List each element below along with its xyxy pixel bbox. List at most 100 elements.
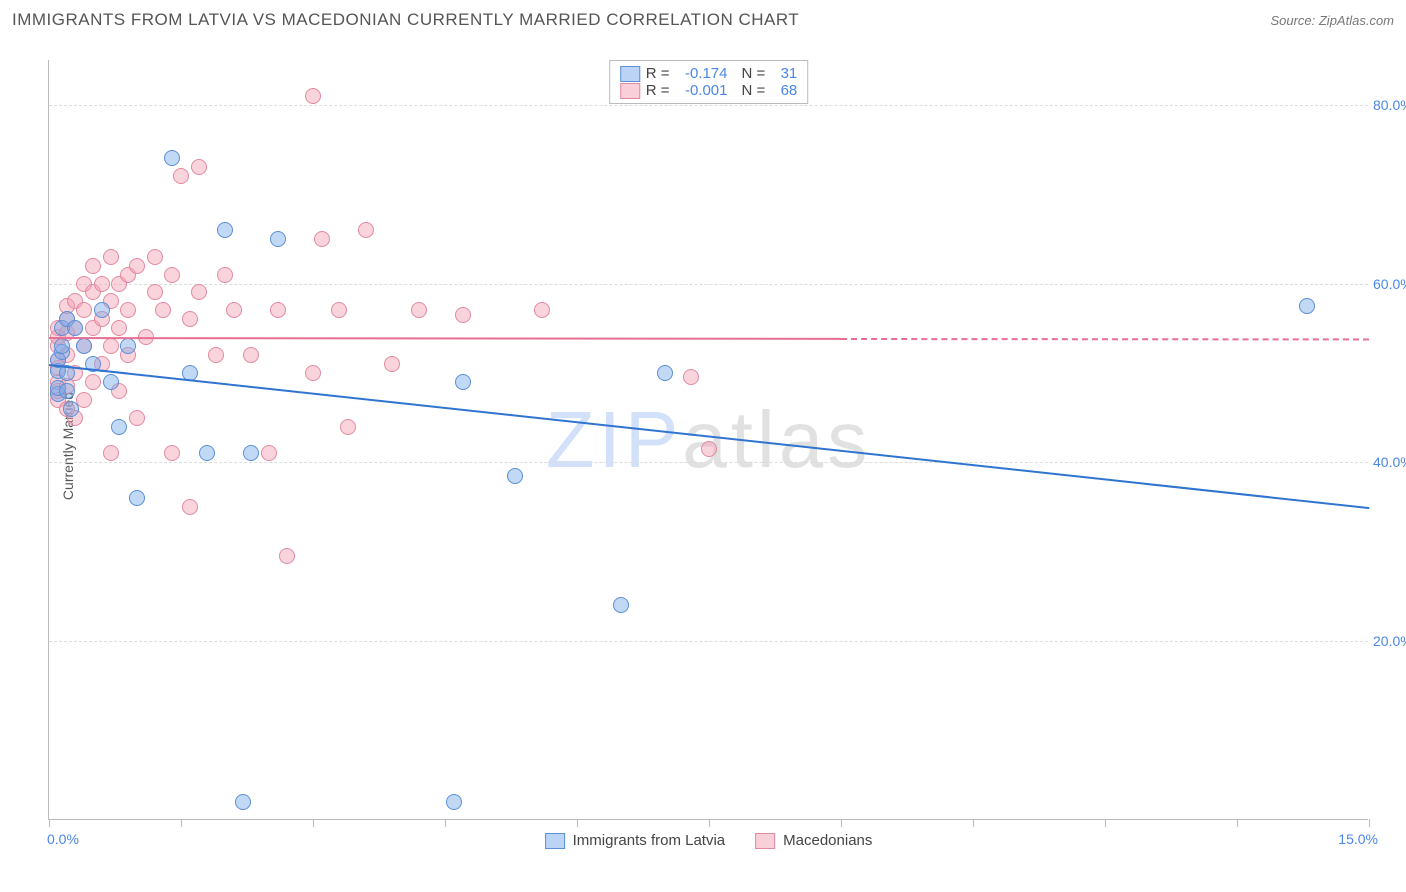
y-tick-label: 40.0% xyxy=(1373,454,1406,470)
data-point xyxy=(76,338,92,354)
data-point xyxy=(173,168,189,184)
x-tick xyxy=(1237,819,1238,827)
data-point xyxy=(331,302,347,318)
data-point xyxy=(191,284,207,300)
data-point xyxy=(455,374,471,390)
swatch-icon xyxy=(620,83,640,99)
legend-row: R = -0.174 N = 31 xyxy=(620,65,798,82)
data-point xyxy=(59,383,75,399)
data-point xyxy=(270,231,286,247)
legend-correlation: R = -0.174 N = 31 R = -0.001 N = 68 xyxy=(609,60,809,104)
swatch-icon xyxy=(755,833,775,849)
data-point xyxy=(534,302,550,318)
data-point xyxy=(103,374,119,390)
data-point xyxy=(243,445,259,461)
x-tick xyxy=(445,819,446,827)
data-point xyxy=(94,302,110,318)
data-point xyxy=(235,794,251,810)
x-axis-max-label: 15.0% xyxy=(1338,831,1378,847)
data-point xyxy=(94,276,110,292)
trend-line xyxy=(49,364,1369,509)
data-point xyxy=(217,222,233,238)
data-point xyxy=(270,302,286,318)
data-point xyxy=(182,311,198,327)
data-point xyxy=(147,249,163,265)
data-point xyxy=(226,302,242,318)
data-point xyxy=(67,320,83,336)
data-point xyxy=(613,597,629,613)
data-point xyxy=(683,369,699,385)
swatch-icon xyxy=(620,66,640,82)
data-point xyxy=(147,284,163,300)
data-point xyxy=(384,356,400,372)
grid-line xyxy=(49,284,1368,285)
data-point xyxy=(358,222,374,238)
data-point xyxy=(103,249,119,265)
data-point xyxy=(199,445,215,461)
legend-series-label: Macedonians xyxy=(783,832,872,849)
legend-r-label: R = xyxy=(646,65,670,82)
trend-line xyxy=(49,337,841,340)
data-point xyxy=(111,320,127,336)
data-point xyxy=(129,410,145,426)
x-tick xyxy=(1369,819,1370,827)
legend-n-label: N = xyxy=(742,65,766,82)
data-point xyxy=(208,347,224,363)
y-tick-label: 60.0% xyxy=(1373,276,1406,292)
data-point xyxy=(164,150,180,166)
title-bar: IMMIGRANTS FROM LATVIA VS MACEDONIAN CUR… xyxy=(0,0,1406,40)
data-point xyxy=(455,307,471,323)
data-point xyxy=(120,302,136,318)
legend-series-label: Immigrants from Latvia xyxy=(573,832,726,849)
watermark: ZIPatlas xyxy=(546,394,871,486)
data-point xyxy=(261,445,277,461)
data-point xyxy=(217,267,233,283)
data-point xyxy=(54,338,70,354)
data-point xyxy=(701,441,717,457)
x-tick xyxy=(181,819,182,827)
data-point xyxy=(446,794,462,810)
legend-n-value: 68 xyxy=(771,82,797,99)
data-point xyxy=(129,258,145,274)
data-point xyxy=(120,338,136,354)
legend-series: Immigrants from Latvia Macedonians xyxy=(545,832,873,849)
x-tick xyxy=(577,819,578,827)
data-point xyxy=(1299,298,1315,314)
data-point xyxy=(76,302,92,318)
data-point xyxy=(155,302,171,318)
data-point xyxy=(85,374,101,390)
legend-r-value: -0.001 xyxy=(676,82,728,99)
data-point xyxy=(129,490,145,506)
data-point xyxy=(657,365,673,381)
data-point xyxy=(103,445,119,461)
x-axis-min-label: 0.0% xyxy=(47,831,79,847)
y-tick-label: 80.0% xyxy=(1373,97,1406,113)
legend-n-value: 31 xyxy=(771,65,797,82)
data-point xyxy=(243,347,259,363)
data-point xyxy=(305,88,321,104)
data-point xyxy=(103,338,119,354)
data-point xyxy=(314,231,330,247)
data-point xyxy=(164,445,180,461)
grid-line xyxy=(49,462,1368,463)
watermark-rest: atlas xyxy=(682,395,871,484)
data-point xyxy=(305,365,321,381)
x-tick xyxy=(313,819,314,827)
plot-area: ZIPatlas R = -0.174 N = 31 R = -0.001 N … xyxy=(48,60,1368,820)
legend-row: R = -0.001 N = 68 xyxy=(620,82,798,99)
data-point xyxy=(507,468,523,484)
source-label: Source: ZipAtlas.com xyxy=(1270,13,1394,28)
y-tick-label: 20.0% xyxy=(1373,633,1406,649)
chart-title: IMMIGRANTS FROM LATVIA VS MACEDONIAN CUR… xyxy=(12,10,799,30)
legend-r-label: R = xyxy=(646,82,670,99)
data-point xyxy=(63,401,79,417)
legend-item: Immigrants from Latvia xyxy=(545,832,726,849)
watermark-zip: ZIP xyxy=(546,395,682,484)
legend-r-value: -0.174 xyxy=(676,65,728,82)
data-point xyxy=(111,419,127,435)
x-tick xyxy=(709,819,710,827)
trend-line-extrapolated xyxy=(841,338,1369,340)
data-point xyxy=(191,159,207,175)
x-tick xyxy=(49,819,50,827)
chart-container: IMMIGRANTS FROM LATVIA VS MACEDONIAN CUR… xyxy=(0,0,1406,892)
